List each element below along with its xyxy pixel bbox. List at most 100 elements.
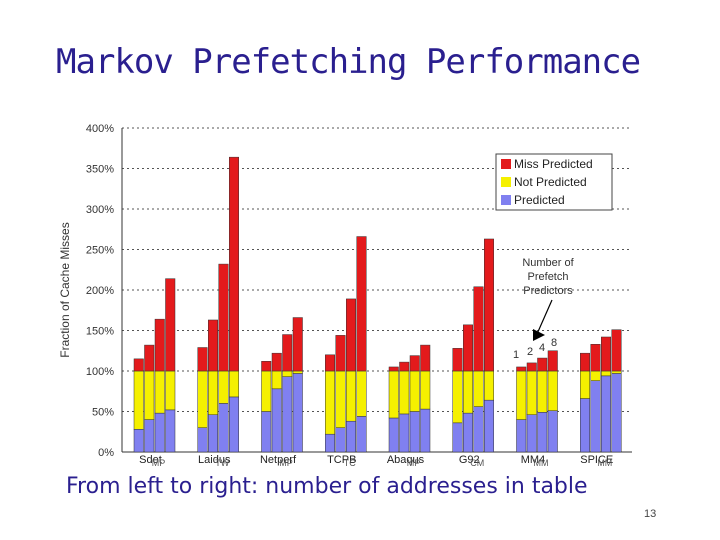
slide-title: Markov Prefetching Performance (56, 42, 641, 82)
bars (133, 156, 622, 453)
category-sublabel-spice: MM (597, 458, 612, 468)
bar-spice-2-not-predicted (590, 370, 601, 381)
bar-abaqus-3-miss-predicted (409, 355, 420, 372)
bar-tcpb-1-not-predicted (325, 370, 335, 435)
bar-sdet-1-not-predicted (133, 370, 144, 430)
legend-box (495, 153, 613, 211)
bar-mm4-2-not-predicted (526, 370, 537, 415)
bar-abaqus-1-not-predicted (388, 370, 399, 419)
bar-netperf-4-predicted (292, 373, 303, 453)
y-tick-label: 200% (86, 285, 114, 297)
bar-g92-3-not-predicted (473, 370, 484, 407)
bar-netperf-2-predicted (271, 388, 282, 453)
bar-g92-2-predicted (463, 412, 473, 453)
bar-spice-1-not-predicted (580, 370, 590, 399)
axes: 0% 50% 100% 150% 200% 250% 300% 350% 400% (86, 123, 632, 459)
bar-g92-1-not-predicted (452, 370, 463, 424)
bar-tcpb-4-miss-predicted (356, 236, 367, 372)
bar-netperf-4-not-predicted (292, 370, 303, 374)
bar-spice-4-not-predicted (611, 370, 622, 374)
bar-g92-4-predicted (484, 399, 494, 453)
legend-label-predicted: Predicted (514, 193, 565, 207)
category-label-abaqus: Abaqus (387, 454, 425, 466)
annotation-label-8: 8 (551, 337, 557, 349)
bar-laidus-4-not-predicted (229, 370, 239, 398)
bar-abaqus-2-not-predicted (399, 370, 410, 415)
bar-laidus-3-not-predicted (218, 370, 229, 404)
bar-sdet-2-miss-predicted (144, 344, 155, 372)
bar-g92-3-predicted (473, 406, 484, 453)
bar-tcpb-1-predicted (325, 433, 335, 453)
bar-netperf-1-miss-predicted (261, 361, 272, 372)
bar-mm4-2-predicted (526, 414, 537, 453)
bar-spice-1-miss-predicted (580, 352, 590, 372)
y-tick-label: 350% (86, 164, 114, 176)
bar-abaqus-4-predicted (420, 408, 431, 453)
bar-spice-3-not-predicted (601, 370, 611, 377)
bar-tcpb-2-predicted (335, 427, 346, 453)
bar-sdet-3-predicted (154, 412, 165, 453)
annotation-line-1: Number of (522, 257, 574, 269)
bar-tcpb-3-miss-predicted (346, 298, 356, 372)
category-sublabel-abaqus: MP (407, 458, 421, 468)
bar-mm4-4-predicted (547, 410, 558, 453)
legend-label-not-predicted: Not Predicted (514, 175, 587, 189)
bar-netperf-2-not-predicted (271, 370, 282, 390)
legend: Miss Predicted Not Predicted Predicted (495, 153, 613, 211)
bar-abaqus-2-predicted (399, 413, 410, 453)
bar-mm4-3-miss-predicted (537, 357, 548, 372)
bar-g92-1-predicted (452, 422, 463, 453)
bar-g92-1-miss-predicted (452, 348, 463, 372)
bar-abaqus-2-miss-predicted (399, 361, 410, 372)
legend-swatch-predicted (501, 195, 511, 205)
bar-sdet-1-predicted (133, 429, 144, 453)
bar-mm4-1-predicted (516, 419, 527, 453)
bar-laidus-3-miss-predicted (218, 263, 229, 372)
bar-netperf-4-miss-predicted (292, 317, 303, 372)
bar-mm4-1-miss-predicted (516, 366, 527, 372)
category-sublabel-tcpb: TC (344, 458, 356, 468)
bar-laidus-1-not-predicted (197, 370, 208, 428)
bar-sdet-2-predicted (144, 419, 155, 453)
bar-netperf-3-predicted (282, 376, 293, 453)
category-label-tcpb: TCPB (327, 454, 356, 466)
bar-sdet-4-predicted (165, 409, 176, 453)
y-tick-label: 100% (86, 366, 114, 378)
bar-tcpb-2-miss-predicted (335, 335, 346, 372)
annotation-line-3: Predictors (523, 285, 573, 297)
category-sublabel-laidus: TW (215, 458, 229, 468)
bar-sdet-3-not-predicted (154, 370, 165, 414)
y-tick-label: 0% (98, 447, 114, 459)
legend-swatch-miss-predicted (501, 159, 511, 169)
bar-abaqus-3-not-predicted (409, 370, 420, 412)
bar-laidus-2-not-predicted (208, 370, 218, 415)
bar-abaqus-1-miss-predicted (388, 366, 399, 372)
predictor-annotation: Number of Prefetch Predictors 1 2 4 8 (513, 257, 575, 361)
bar-netperf-1-predicted (261, 411, 272, 453)
bar-netperf-1-not-predicted (261, 370, 272, 412)
bar-abaqus-4-miss-predicted (420, 344, 431, 372)
slide-number: 13 (644, 508, 657, 520)
bar-mm4-1-not-predicted (516, 370, 527, 420)
bar-spice-3-predicted (601, 375, 611, 453)
bar-g92-3-miss-predicted (473, 286, 484, 372)
bar-spice-3-miss-predicted (601, 336, 611, 372)
bar-tcpb-3-not-predicted (346, 370, 356, 422)
bar-netperf-3-not-predicted (282, 370, 293, 377)
bar-abaqus-1-predicted (388, 417, 399, 453)
category-sublabel-g92: CM (470, 458, 484, 468)
bar-g92-4-not-predicted (484, 370, 494, 401)
category-sublabel-netperf: MP (279, 458, 293, 468)
bar-tcpb-4-not-predicted (356, 370, 367, 417)
category-sublabel-mm4: MM (534, 458, 549, 468)
category-label-netperf: Netperf (260, 454, 297, 466)
bar-laidus-4-miss-predicted (229, 156, 239, 372)
bar-netperf-2-miss-predicted (271, 352, 282, 372)
bar-tcpb-4-predicted (356, 416, 367, 453)
bar-laidus-2-predicted (208, 414, 218, 453)
y-axis-label: Fraction of Cache Misses (58, 222, 72, 357)
bar-sdet-3-miss-predicted (154, 318, 165, 372)
annotation-label-2: 2 (527, 346, 533, 358)
bar-netperf-3-miss-predicted (282, 334, 293, 372)
